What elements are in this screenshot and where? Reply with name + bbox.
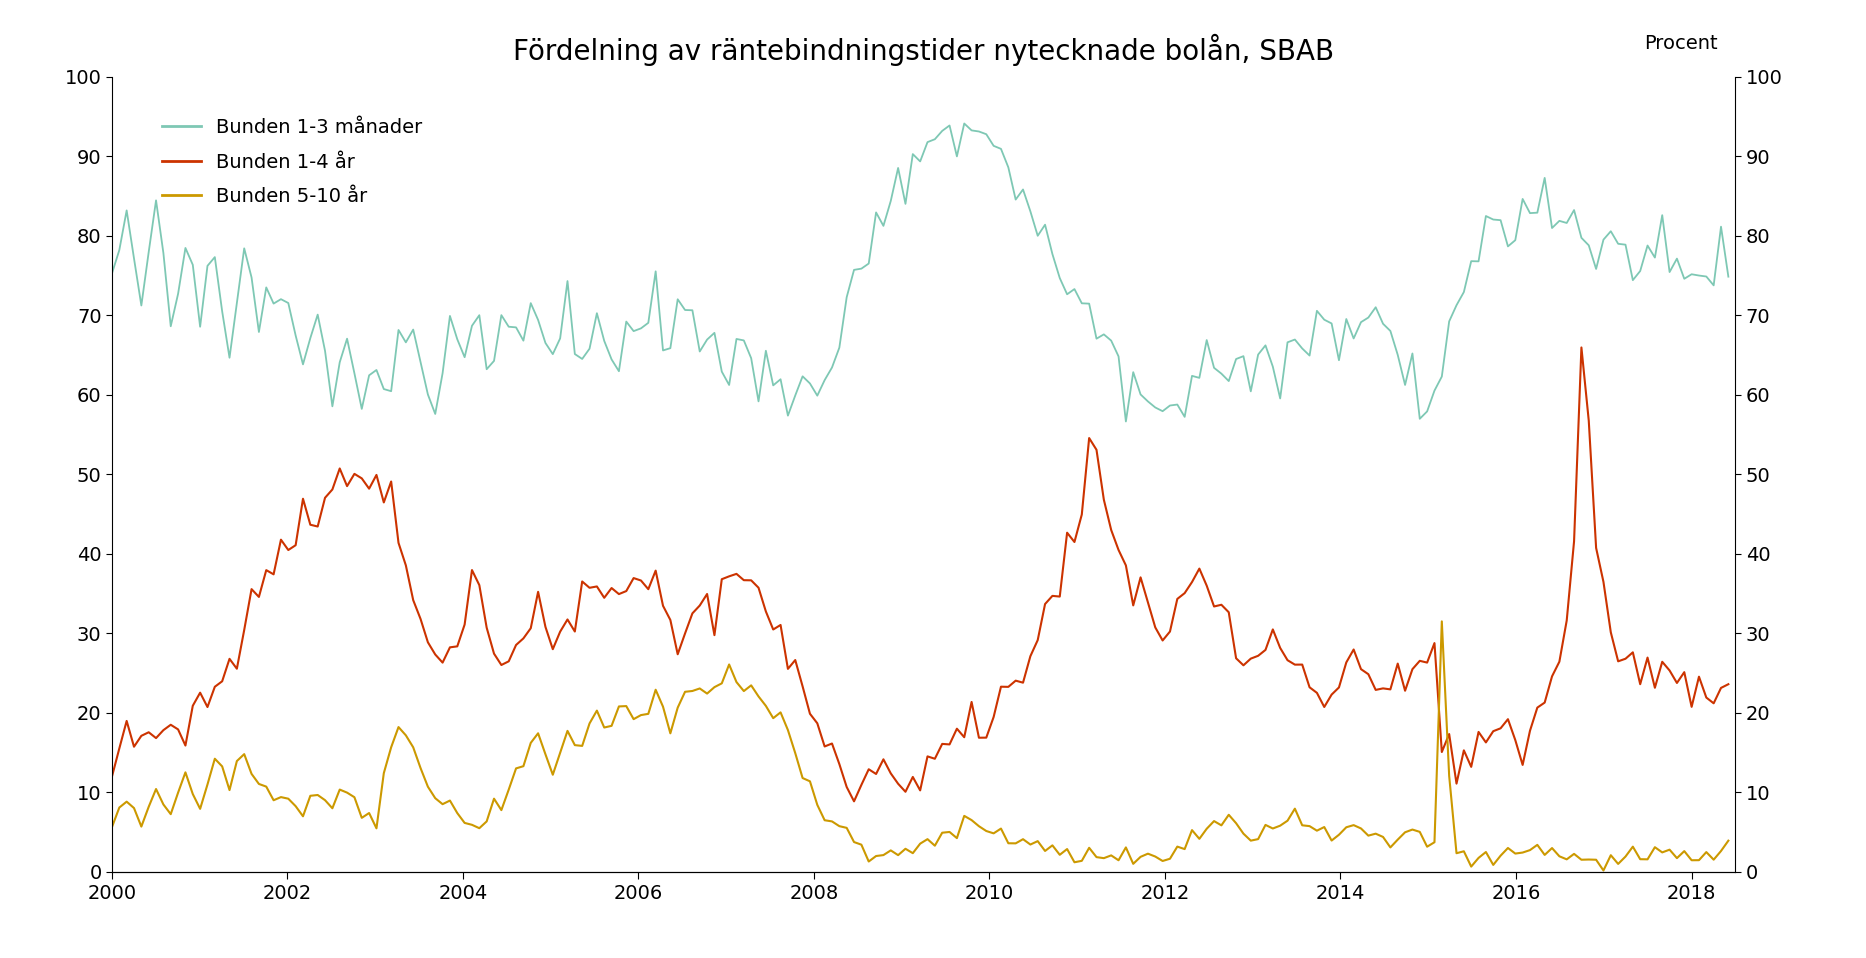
Bunden 5-10 år xyxy=(1592,865,1614,877)
Bunden 1-4 år xyxy=(1717,678,1739,690)
Bunden 5-10 år xyxy=(629,709,651,720)
Bunden 5-10 år xyxy=(1431,616,1454,627)
Line: Bunden 1-4 år: Bunden 1-4 år xyxy=(112,348,1728,801)
Bunden 1-3 månader xyxy=(564,349,586,360)
Bunden 1-4 år xyxy=(629,575,651,586)
Bunden 5-10 år xyxy=(1151,855,1174,867)
Text: Procent: Procent xyxy=(1644,34,1719,53)
Bunden 1-3 månader xyxy=(101,267,123,279)
Legend: Bunden 1-3 månader, Bunden 1-4 år, Bunden 5-10 år: Bunden 1-3 månader, Bunden 1-4 år, Bunde… xyxy=(155,110,431,214)
Bunden 1-3 månader xyxy=(1166,399,1189,410)
Bunden 1-3 månader xyxy=(629,323,651,334)
Bunden 1-3 månader xyxy=(901,148,924,160)
Bunden 1-4 år xyxy=(1159,626,1181,637)
Title: Fördelning av räntebindningstider nytecknade bolån, SBAB: Fördelning av räntebindningstider nyteck… xyxy=(513,34,1334,66)
Bunden 1-4 år xyxy=(1034,599,1056,610)
Bunden 1-3 månader xyxy=(954,118,976,129)
Bunden 1-3 månader xyxy=(276,297,299,308)
Bunden 5-10 år xyxy=(1026,835,1049,847)
Bunden 1-4 år xyxy=(276,544,299,556)
Bunden 5-10 år xyxy=(101,821,123,833)
Bunden 1-4 år xyxy=(564,626,586,637)
Line: Bunden 1-3 månader: Bunden 1-3 månader xyxy=(112,124,1728,422)
Bunden 1-3 månader xyxy=(1717,271,1739,283)
Bunden 1-4 år xyxy=(843,795,866,807)
Bunden 5-10 år xyxy=(276,793,299,805)
Line: Bunden 5-10 år: Bunden 5-10 år xyxy=(112,622,1728,871)
Bunden 1-4 år xyxy=(909,785,931,796)
Bunden 1-3 månader xyxy=(1114,416,1136,427)
Bunden 5-10 år xyxy=(564,740,586,751)
Bunden 1-4 år xyxy=(1569,342,1592,354)
Bunden 5-10 år xyxy=(1717,835,1739,847)
Bunden 5-10 år xyxy=(901,848,924,859)
Bunden 1-3 månader xyxy=(1034,219,1056,231)
Bunden 1-4 år xyxy=(101,771,123,783)
